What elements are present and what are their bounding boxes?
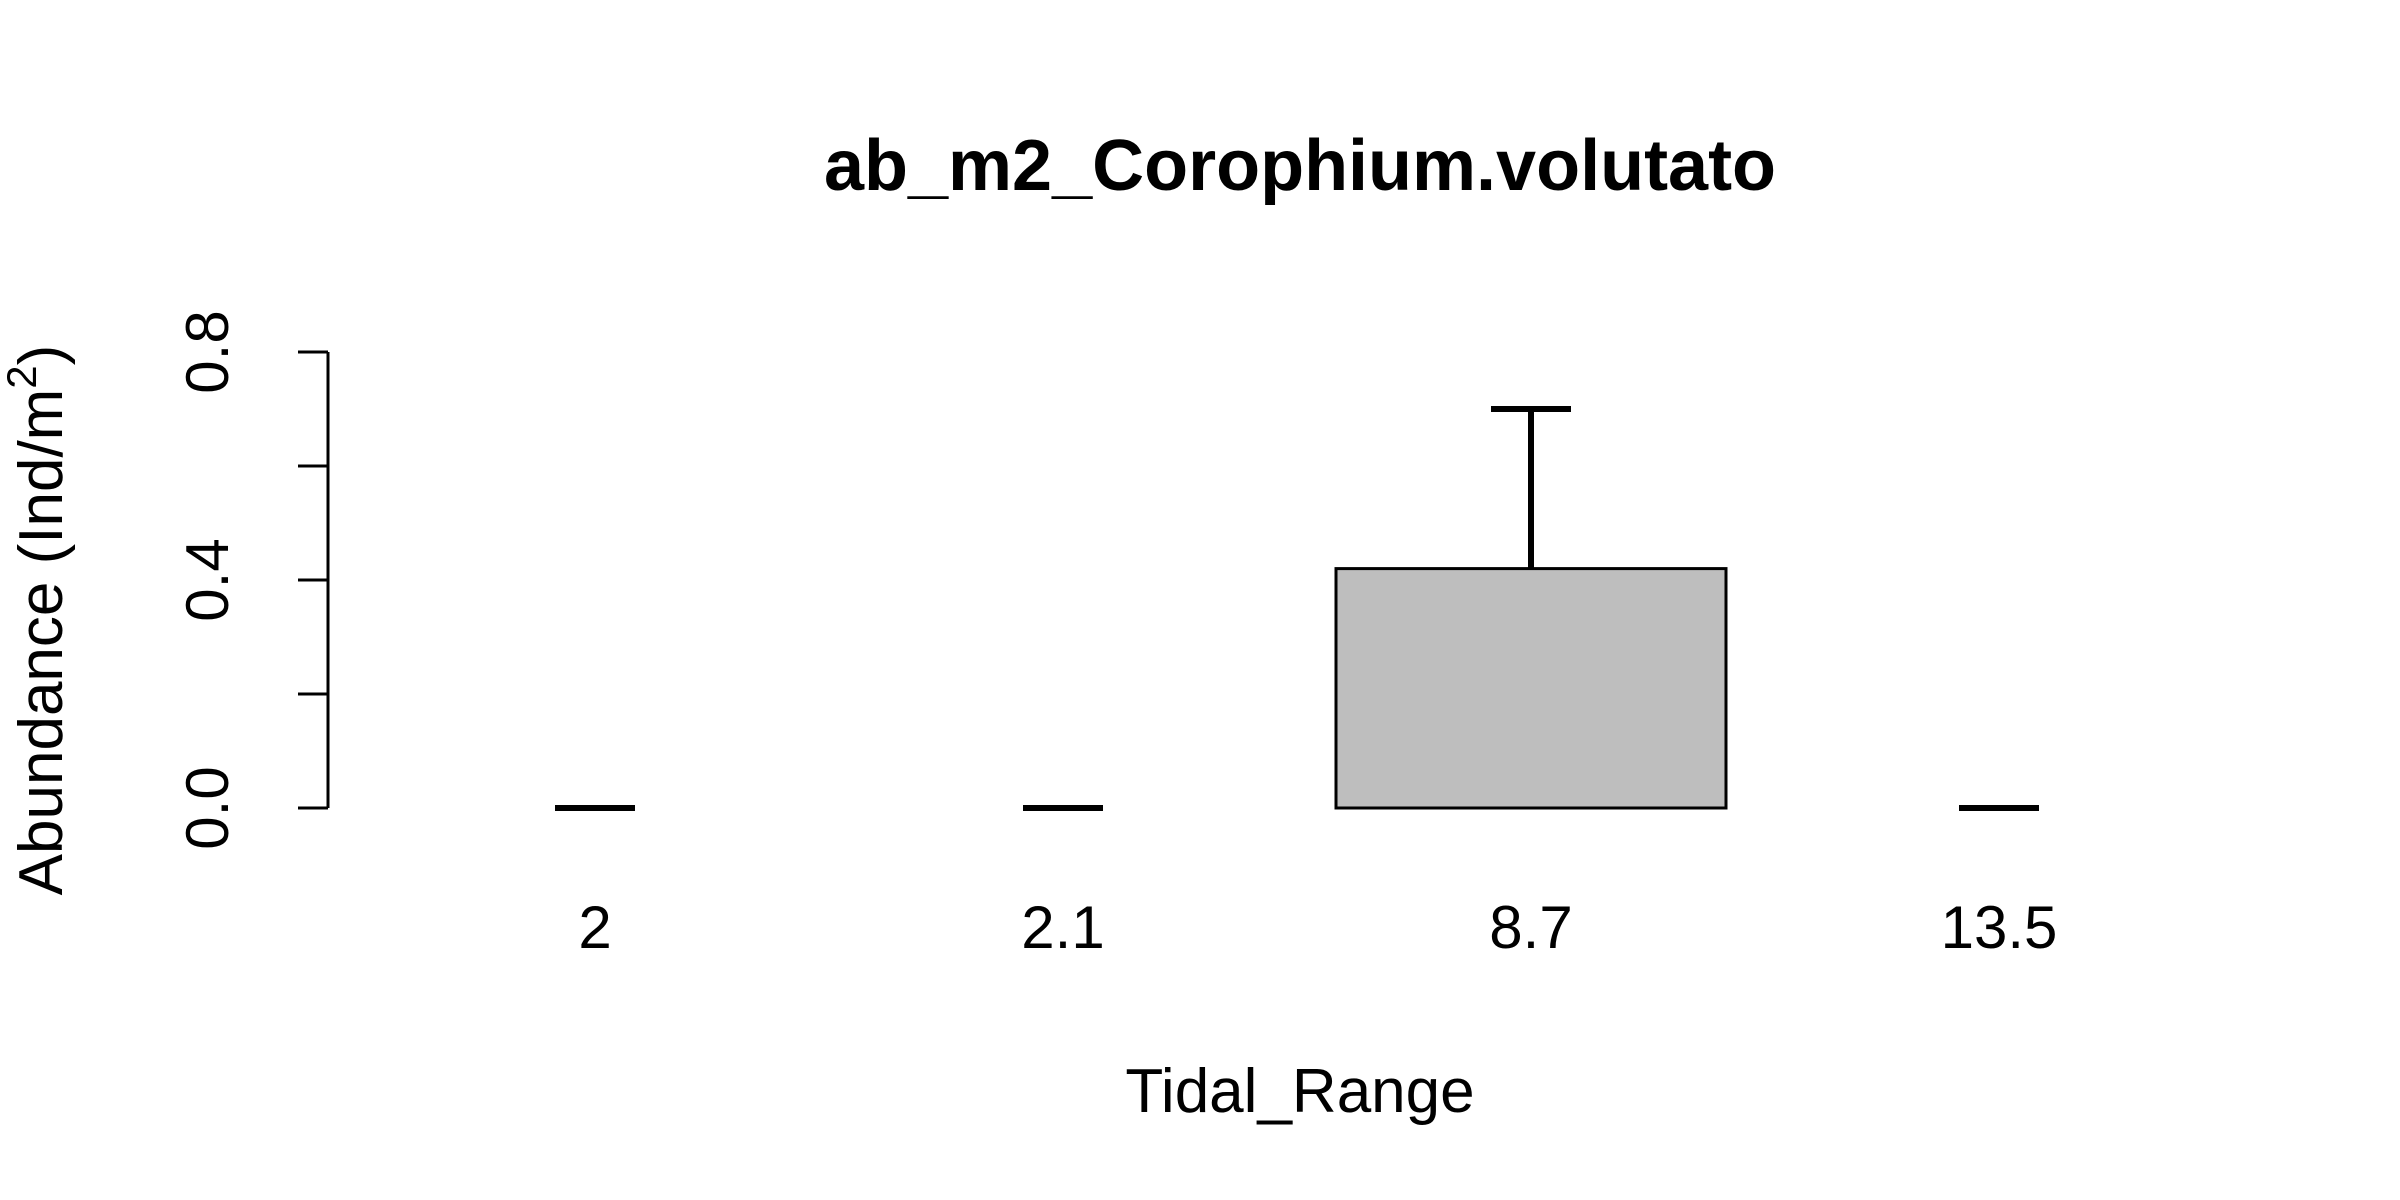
x-axis-label: Tidal_Range (1125, 1057, 1474, 1126)
bars-layer (1334, 567, 1728, 810)
y-axis-label-superscript: 2 (0, 365, 45, 388)
y-axis-label: Abundance (Ind/m2) (0, 345, 76, 896)
y-tick-label-0: 0.0 (174, 766, 241, 849)
errorbars-layer (555, 406, 2039, 811)
chart-title: ab_m2_Corophium.volutato (824, 126, 1776, 206)
y-axis-label-close: ) (7, 345, 76, 366)
x-tick-label-2: 8.7 (1489, 894, 1572, 961)
x-tick-labels: 2 2.1 8.7 13.5 (578, 894, 2057, 961)
x-tick-label-1: 2.1 (1021, 894, 1104, 961)
y-tick-label-1: 0.4 (174, 538, 241, 621)
x-tick-label-3: 13.5 (1941, 894, 2058, 961)
x-tick-label-0: 2 (578, 894, 611, 961)
y-axis-label-main: Abundance (Ind/m (7, 389, 76, 896)
y-axis: 0.0 0.4 0.8 (174, 310, 330, 850)
y-tick-label-2: 0.8 (174, 310, 241, 393)
bar-2 (1334, 567, 1728, 810)
